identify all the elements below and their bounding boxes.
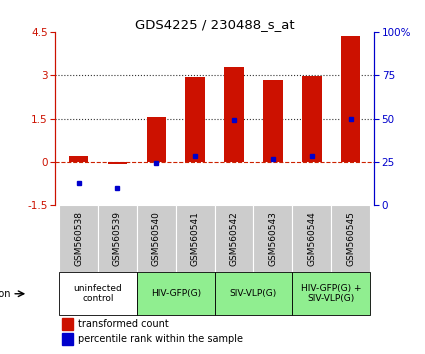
Text: percentile rank within the sample: percentile rank within the sample bbox=[77, 335, 243, 344]
Bar bbox=[62, 333, 73, 346]
Bar bbox=[341, 36, 360, 162]
Text: transformed count: transformed count bbox=[77, 319, 168, 329]
Bar bbox=[137, 205, 176, 272]
Text: GSM560540: GSM560540 bbox=[152, 211, 161, 266]
Bar bbox=[263, 80, 283, 162]
Bar bbox=[292, 205, 331, 272]
Bar bbox=[98, 205, 137, 272]
Bar bbox=[176, 205, 215, 272]
Text: infection: infection bbox=[0, 289, 11, 299]
Text: GSM560543: GSM560543 bbox=[269, 211, 278, 266]
Text: GSM560542: GSM560542 bbox=[230, 211, 238, 266]
Bar bbox=[253, 205, 292, 272]
Bar bbox=[69, 156, 88, 162]
Bar bbox=[59, 272, 137, 315]
Text: GSM560544: GSM560544 bbox=[307, 211, 316, 266]
Bar bbox=[185, 77, 205, 162]
Bar bbox=[215, 205, 253, 272]
Bar bbox=[331, 205, 370, 272]
Bar bbox=[292, 272, 370, 315]
Bar bbox=[62, 318, 73, 330]
Bar bbox=[224, 67, 244, 162]
Title: GDS4225 / 230488_s_at: GDS4225 / 230488_s_at bbox=[135, 18, 295, 31]
Bar bbox=[108, 162, 127, 164]
Text: GSM560545: GSM560545 bbox=[346, 211, 355, 266]
Bar bbox=[215, 272, 292, 315]
Bar bbox=[302, 76, 322, 162]
Text: HIV-GFP(G): HIV-GFP(G) bbox=[151, 289, 201, 298]
Text: GSM560539: GSM560539 bbox=[113, 211, 122, 266]
Text: GSM560538: GSM560538 bbox=[74, 211, 83, 266]
Text: uninfected
control: uninfected control bbox=[74, 284, 122, 303]
Text: SIV-VLP(G): SIV-VLP(G) bbox=[230, 289, 277, 298]
Bar bbox=[147, 117, 166, 162]
Text: GSM560541: GSM560541 bbox=[191, 211, 200, 266]
Bar bbox=[59, 205, 98, 272]
Text: HIV-GFP(G) +
SIV-VLP(G): HIV-GFP(G) + SIV-VLP(G) bbox=[301, 284, 362, 303]
Bar bbox=[137, 272, 215, 315]
